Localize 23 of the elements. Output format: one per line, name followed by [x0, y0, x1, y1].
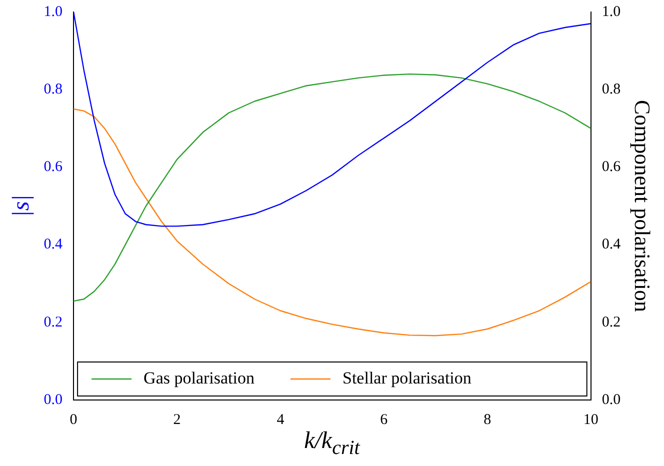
y2-tick-label: 0.8: [602, 82, 621, 98]
y2-tick-label: 0.0: [602, 392, 621, 408]
x-tick-label: 10: [583, 412, 598, 428]
y2-tick-label: 0.2: [602, 314, 621, 330]
y-tick-label: 0.6: [44, 159, 64, 176]
y2-axis-title: Component polarisation: [630, 100, 656, 312]
x-tick-label: 0: [70, 412, 78, 428]
y-axis-title: |s|: [8, 194, 35, 218]
y2-tick-label: 0.6: [602, 159, 622, 176]
y2-tick-label: 1.0: [602, 4, 621, 20]
y-tick-label: 0.4: [44, 236, 64, 253]
y-tick-label: 1.0: [44, 4, 63, 20]
x-tick-label: 4: [276, 412, 285, 428]
x-tick-label: 6: [380, 412, 388, 428]
y-tick-label: 0.8: [44, 82, 63, 98]
x-tick-label: 8: [484, 412, 492, 428]
y2-tick-label: 0.4: [602, 236, 622, 253]
x-axis-title: k/k$_{crit}$: [303, 428, 362, 460]
legend-label: Stellar polarisation: [342, 368, 472, 388]
y-tick-label: 0.0: [44, 392, 63, 408]
y-tick-label: 0.2: [44, 314, 63, 330]
legend-label: Gas polarisation: [144, 368, 255, 388]
x-tick-label: 2: [173, 412, 181, 428]
